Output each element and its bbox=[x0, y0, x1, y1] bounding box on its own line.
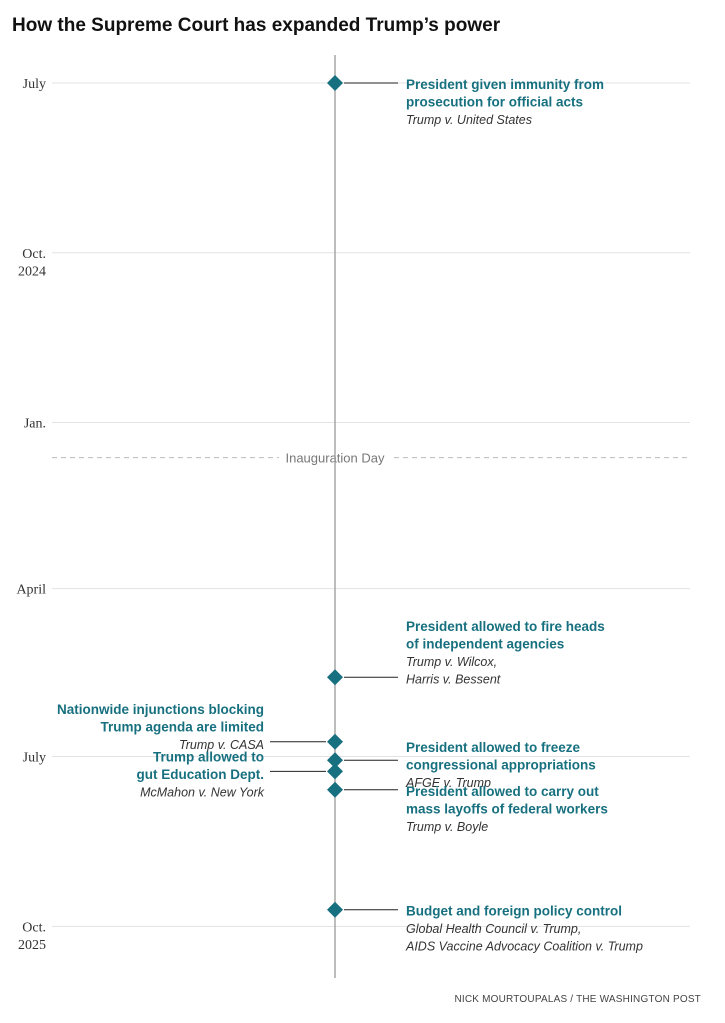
event-marker bbox=[327, 752, 343, 769]
tick-label: July bbox=[23, 77, 46, 92]
event-title: President given immunity from bbox=[406, 77, 604, 92]
event-case: Trump v. Boyle bbox=[406, 820, 488, 834]
month-tick-labels: July Oct. 2024 Jan. April July Oct. 2025 bbox=[16, 77, 46, 953]
tick-label: April bbox=[16, 583, 46, 598]
tick-label: July bbox=[23, 751, 46, 766]
events: President given immunity from prosecution… bbox=[57, 75, 643, 954]
event-marker bbox=[327, 901, 343, 918]
event-title: Trump agenda are limited bbox=[100, 719, 264, 734]
event-title: congressional appropriations bbox=[406, 758, 596, 773]
credit-line: NICK MOURTOUPALAS / THE WASHINGTON POST bbox=[454, 994, 701, 1005]
event-title: prosecution for official acts bbox=[406, 95, 583, 110]
tick-label: Oct. bbox=[22, 920, 46, 935]
event-case: Trump v. Wilcox, bbox=[406, 655, 497, 669]
tick-label: Oct. bbox=[22, 247, 46, 262]
event-title: President allowed to freeze bbox=[406, 740, 581, 755]
event-title: Budget and foreign policy control bbox=[406, 904, 622, 919]
grid-lines bbox=[52, 82, 690, 927]
event-group: President given immunity from prosecution… bbox=[327, 75, 604, 127]
event-group: President allowed to freeze congressional… bbox=[327, 740, 596, 790]
event-title: gut Education Dept. bbox=[137, 767, 265, 782]
event-title: mass layoffs of federal workers bbox=[406, 801, 608, 816]
tick-label: Jan. bbox=[24, 417, 46, 432]
event-marker bbox=[327, 763, 343, 780]
event-title: Trump allowed to bbox=[153, 749, 264, 764]
event-title: of independent agencies bbox=[406, 637, 564, 652]
event-case: Harris v. Bessent bbox=[406, 673, 501, 687]
event-title: Nationwide injunctions blocking bbox=[57, 702, 264, 717]
event-group: Trump allowed to gut Education Dept. McMah… bbox=[137, 749, 343, 799]
event-title: President allowed to carry out bbox=[406, 784, 599, 799]
event-case: Trump v. CASA bbox=[179, 738, 264, 752]
event-title: President allowed to fire heads bbox=[406, 619, 605, 634]
event-case: McMahon v. New York bbox=[140, 785, 265, 799]
event-case: AIDS Vaccine Advocacy Coalition v. Trump bbox=[405, 940, 643, 954]
event-marker bbox=[327, 669, 343, 686]
annotations: Inauguration Day bbox=[52, 448, 690, 467]
chart-title: How the Supreme Court has expanded Trump… bbox=[12, 15, 501, 36]
tick-label: 2024 bbox=[18, 264, 46, 279]
event-group: President allowed to carry out mass layof… bbox=[327, 781, 608, 834]
event-case: Trump v. United States bbox=[406, 113, 532, 127]
event-marker bbox=[327, 733, 343, 750]
event-marker bbox=[327, 781, 343, 798]
event-marker bbox=[327, 75, 343, 91]
event-case: Global Health Council v. Trump, bbox=[406, 922, 581, 936]
event-group: President allowed to fire heads of indepe… bbox=[327, 619, 605, 687]
event-group: Budget and foreign policy control Global … bbox=[327, 901, 643, 954]
event-group: Nationwide injunctions blocking Trump age… bbox=[57, 702, 343, 752]
event-case: AFGE v. Trump bbox=[405, 776, 491, 790]
tick-label: 2025 bbox=[18, 938, 46, 953]
